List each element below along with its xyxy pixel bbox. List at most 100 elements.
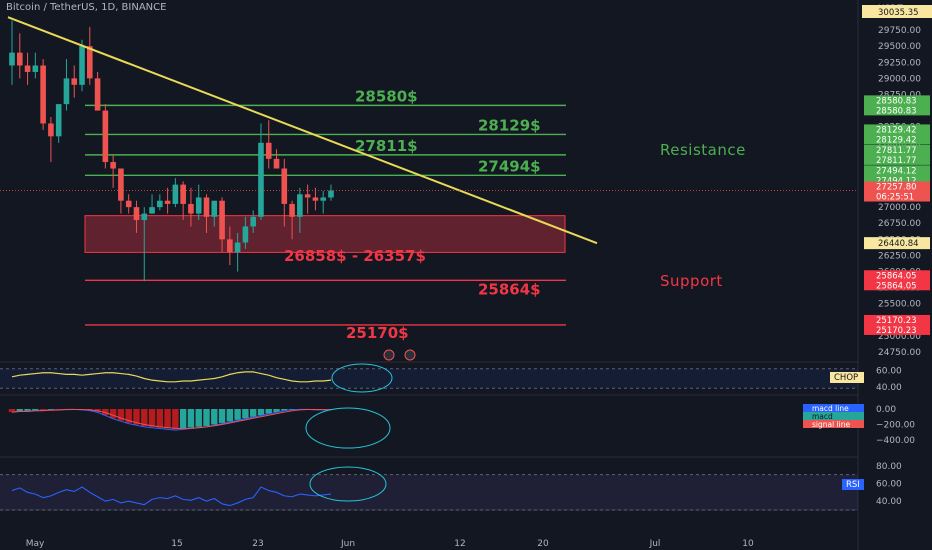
macd-histogram-bar <box>249 409 257 417</box>
chop-name: CHOP <box>834 373 858 383</box>
macd-histogram-bar <box>16 409 23 412</box>
macd-histogram-bar <box>39 409 47 411</box>
rsi-line <box>11 486 332 507</box>
zone-price-tag-text: 26440.84 <box>878 239 919 249</box>
macd-legend-label: macd <box>812 412 833 421</box>
candle-body <box>149 207 155 214</box>
candle-body <box>172 184 179 204</box>
time-tick-label: Jul <box>649 539 661 549</box>
chop-highlight <box>331 363 393 393</box>
level-price-tag <box>864 95 930 116</box>
level-price-tag <box>864 165 930 186</box>
candle-body <box>32 65 39 72</box>
macd-histogram-bar <box>211 409 218 425</box>
candle-body <box>9 52 15 66</box>
macd-tick-label: −200.00 <box>876 421 915 431</box>
macd-histogram-bar <box>156 409 164 428</box>
macd-histogram-bar <box>203 409 210 427</box>
level-price-tag-text: 28129.42 <box>876 125 917 135</box>
price-tick-label: 26250.00 <box>878 251 921 261</box>
macd-legend-label: signal line <box>812 420 850 429</box>
rsi-name: RSI <box>846 480 860 490</box>
zone-price-tag <box>864 237 930 250</box>
current-price-text: 27257.80 <box>876 183 917 193</box>
candle-body <box>203 197 210 217</box>
candle-body <box>242 226 249 243</box>
candle-body <box>328 190 334 198</box>
level-label: 27811$ <box>355 137 418 155</box>
level-price-tag-text: 28580.83 <box>876 106 917 116</box>
macd-histogram-bar <box>265 409 272 414</box>
level-price-tag-text: 28580.83 <box>876 96 917 106</box>
macd-histogram-bar <box>187 409 195 428</box>
price-tick-label: 29000.00 <box>878 74 921 84</box>
candle-body <box>55 104 62 137</box>
level-price-tag <box>864 144 930 165</box>
signal-line <box>11 409 331 430</box>
macd-tick-label: −400.00 <box>876 436 915 446</box>
macd-histogram-bar <box>24 409 31 411</box>
macd-histogram-bar <box>273 409 280 413</box>
macd-histogram-bar <box>226 409 234 422</box>
candle-body <box>219 200 225 240</box>
candle-body <box>234 242 241 253</box>
macd-histogram-bar <box>195 409 202 427</box>
price-tick-label: 29250.00 <box>878 58 921 68</box>
candle-body <box>118 168 124 201</box>
candle-body <box>141 213 148 221</box>
macd-histogram-bar <box>234 409 241 420</box>
level-price-tag-text: 25170.23 <box>876 316 917 326</box>
candle-body <box>320 197 326 201</box>
time-tick-label: May <box>26 539 45 549</box>
price-tick-label: 25000.00 <box>878 332 921 342</box>
macd-histogram-bar <box>179 409 187 429</box>
candle-body <box>133 207 140 221</box>
support-annotation: Support <box>660 272 723 290</box>
time-tick-label: 15 <box>171 539 182 549</box>
macd-histogram-bar <box>109 409 117 419</box>
candle-body <box>110 162 116 169</box>
level-label: 25864$ <box>478 280 541 298</box>
chart-title: Bitcoin / TetherUS, 1D, BINANCE <box>6 2 167 13</box>
chop-name-tag <box>830 372 864 383</box>
rsi-name-tag <box>842 479 864 490</box>
chop-band <box>0 368 858 389</box>
level-price-tag-text: 25170.23 <box>876 326 917 336</box>
candle-body <box>304 194 311 198</box>
rsi-tick-label: 60.00 <box>876 480 902 490</box>
price-tick-label: 27000.00 <box>878 203 921 213</box>
price-tick-label: 24750.00 <box>878 348 921 358</box>
rsi-highlight <box>309 466 387 502</box>
countdown-text: 06:25:51 <box>876 193 914 203</box>
macd-histogram-bar <box>257 409 265 416</box>
zone-label: 26858$ - 26357$ <box>284 247 426 265</box>
candle-body <box>63 78 70 105</box>
candle-body <box>281 168 288 204</box>
time-tick-label: 20 <box>537 539 549 549</box>
level-price-tag-text: 27494.12 <box>876 166 917 176</box>
level-price-tag <box>864 270 930 291</box>
candle-body <box>102 110 109 163</box>
macd-histogram-bar <box>117 409 125 421</box>
trendline <box>7 16 598 245</box>
level-price-tag-text: 25864.05 <box>876 271 917 281</box>
candle-body <box>164 200 171 204</box>
current-price-tag <box>864 181 930 202</box>
macd-legend-swatch <box>803 412 864 420</box>
macd-histogram-bar <box>133 409 140 425</box>
event-marker-icon <box>404 349 416 361</box>
chop-tick-label: 40.00 <box>876 383 902 393</box>
candle-body <box>273 158 280 169</box>
level-label: 27494$ <box>478 157 541 175</box>
candle-body <box>297 194 303 217</box>
candle-body <box>40 65 46 124</box>
macd-legend-swatch <box>803 420 864 428</box>
candle-body <box>250 216 256 227</box>
price-tick-label: 26750.00 <box>878 219 921 229</box>
macd-tick-label: 0.00 <box>876 405 896 415</box>
candle-body <box>94 78 101 111</box>
candle-body <box>71 78 78 85</box>
time-tick-label: Jun <box>340 539 355 549</box>
